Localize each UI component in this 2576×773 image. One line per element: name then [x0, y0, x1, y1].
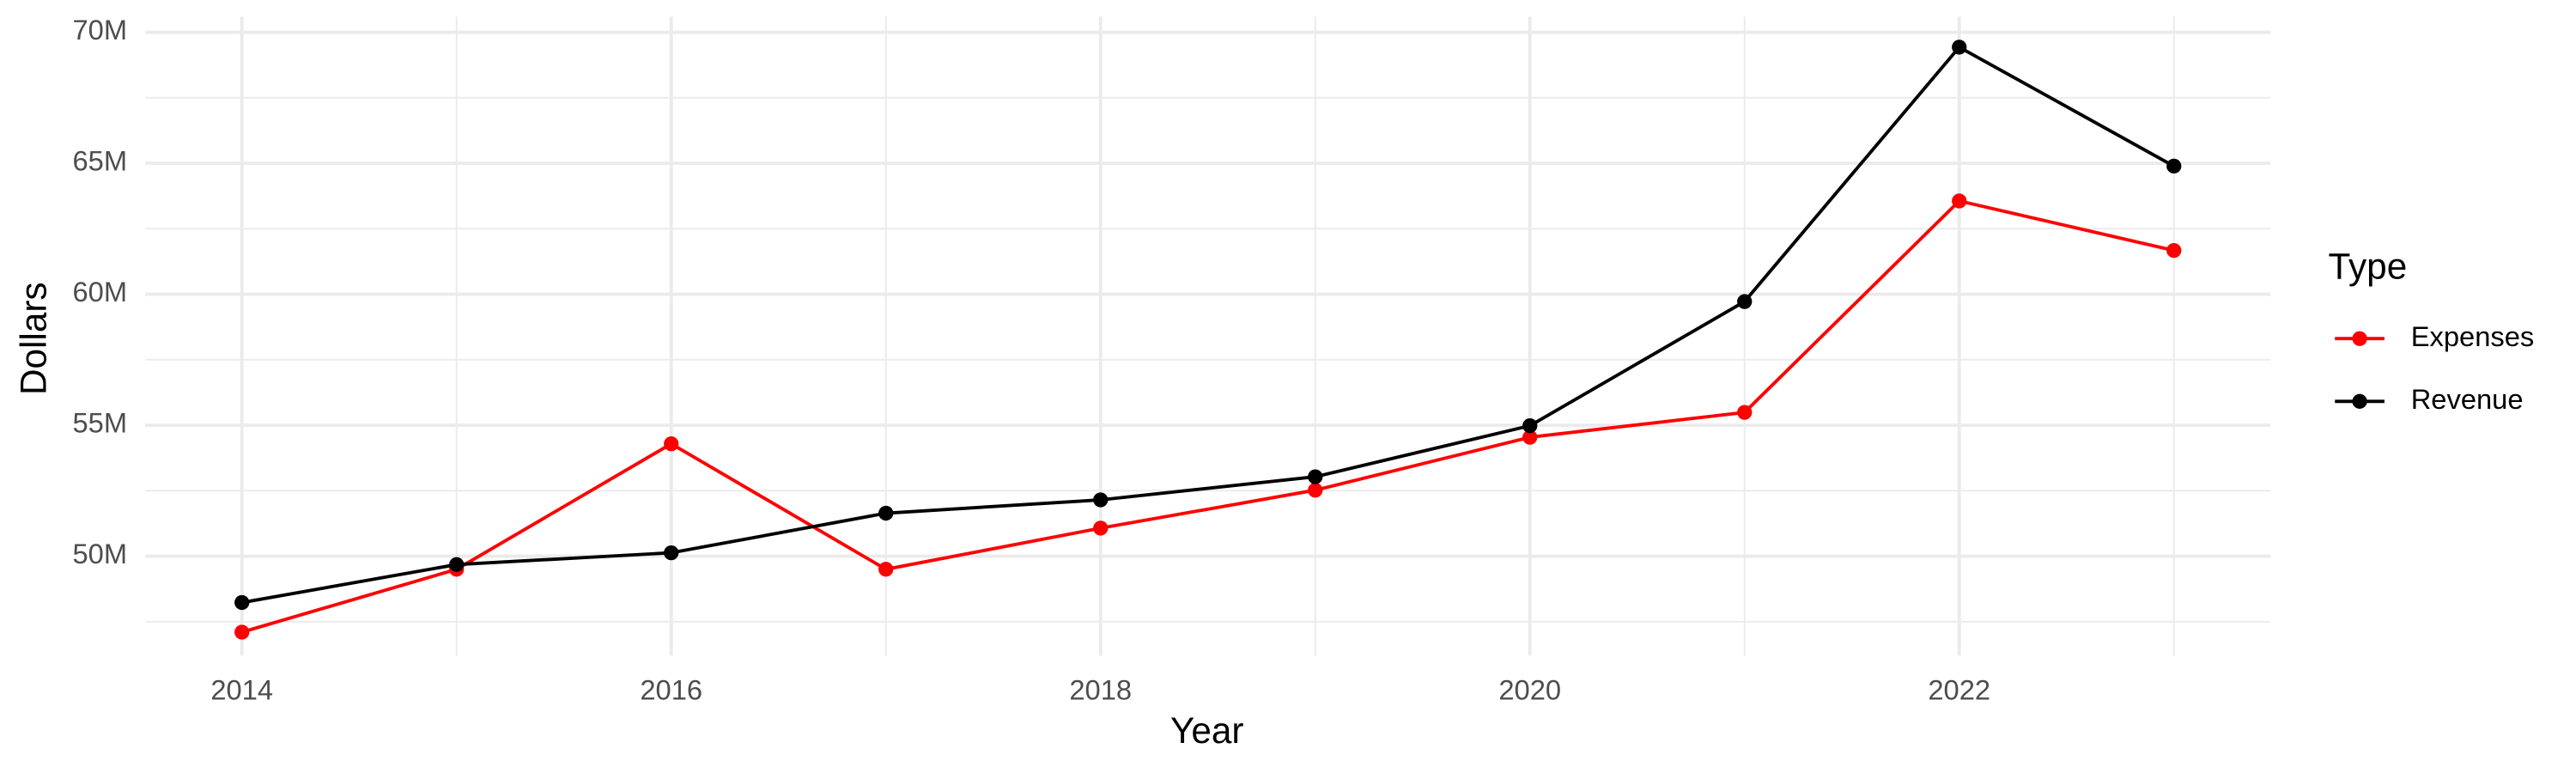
data-point: [1308, 469, 1323, 484]
legend-title: Type: [2329, 247, 2408, 287]
data-point: [664, 545, 679, 561]
data-point: [1308, 483, 1323, 498]
data-point: [1952, 40, 1967, 55]
legend-marker: [2352, 393, 2367, 409]
y-tick-label: 50M: [72, 538, 127, 569]
data-point: [878, 562, 894, 577]
data-point: [1737, 294, 1753, 309]
legend-label: Expenses: [2411, 320, 2535, 352]
x-tick-label: 2016: [640, 673, 702, 705]
x-axis-title: Year: [1170, 710, 1243, 751]
y-tick-label: 55M: [72, 407, 127, 439]
data-point: [1093, 492, 1109, 508]
data-point: [1737, 405, 1753, 420]
data-point: [449, 557, 465, 572]
legend-marker: [2352, 331, 2367, 346]
x-tick-label: 2014: [210, 673, 273, 705]
data-point: [234, 594, 250, 611]
x-tick-label: 2022: [1928, 673, 1990, 705]
data-point: [1093, 520, 1109, 536]
y-tick-label: 70M: [72, 14, 127, 46]
data-point: [1522, 429, 1538, 445]
series-line: [241, 45, 2175, 605]
y-tick-label: 60M: [72, 276, 127, 307]
series-line: [241, 198, 2175, 634]
x-tick-label: 2020: [1498, 673, 1561, 705]
y-axis-title: Dollars: [13, 282, 53, 395]
data-point: [1522, 418, 1538, 434]
data-point: [2166, 158, 2182, 174]
data-point: [2166, 242, 2182, 259]
data-point: [234, 624, 250, 640]
data-point: [878, 505, 894, 521]
x-tick-label: 2018: [1069, 673, 1132, 705]
data-point: [664, 436, 679, 452]
legend-label: Revenue: [2411, 383, 2524, 415]
y-tick-label: 65M: [72, 145, 127, 177]
data-point: [1952, 193, 1967, 209]
